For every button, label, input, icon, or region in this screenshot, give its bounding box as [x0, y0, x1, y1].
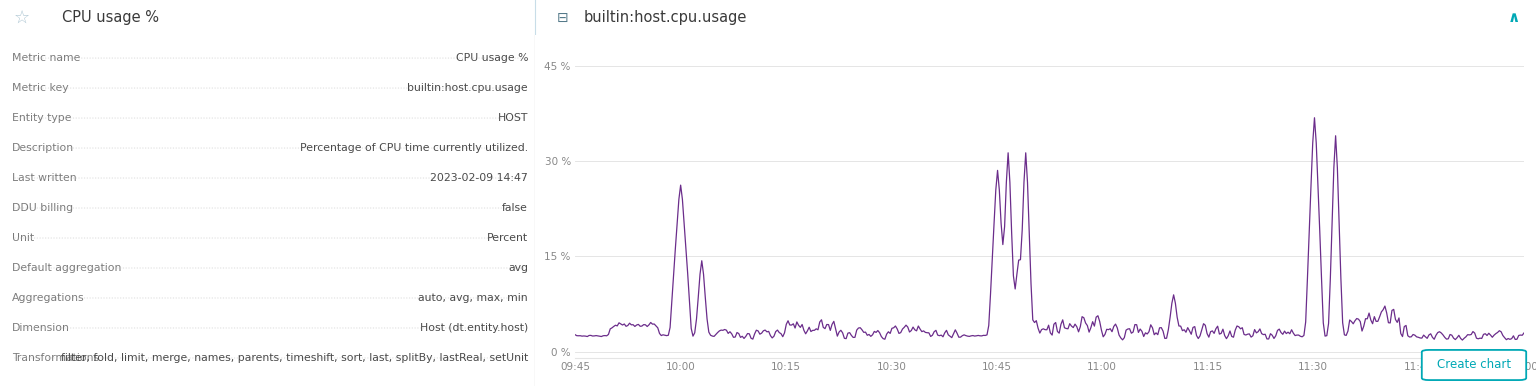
Text: filter, fold, limit, merge, names, parents, timeshift, sort, last, splitBy, last: filter, fold, limit, merge, names, paren… — [61, 353, 528, 363]
Text: 2023-02-09 14:47: 2023-02-09 14:47 — [430, 173, 528, 183]
Text: avg: avg — [508, 263, 528, 273]
Text: Metric name: Metric name — [12, 53, 80, 63]
Text: builtin:host.cpu.usage: builtin:host.cpu.usage — [407, 83, 528, 93]
Text: HOST: HOST — [498, 113, 528, 123]
Text: ⊟: ⊟ — [558, 10, 568, 24]
Text: Description: Description — [12, 143, 74, 153]
Text: Dimension: Dimension — [12, 323, 69, 333]
Text: Percent: Percent — [487, 233, 528, 243]
Text: Create chart: Create chart — [1438, 359, 1511, 371]
Text: Entity type: Entity type — [12, 113, 72, 123]
Text: Metric key: Metric key — [12, 83, 69, 93]
Text: Aggregations: Aggregations — [12, 293, 84, 303]
Text: Unit: Unit — [12, 233, 34, 243]
Text: Last written: Last written — [12, 173, 77, 183]
Text: Host (dt.entity.host): Host (dt.entity.host) — [419, 323, 528, 333]
Text: false: false — [502, 203, 528, 213]
Text: Default aggregation: Default aggregation — [12, 263, 121, 273]
Text: ∧: ∧ — [1508, 10, 1521, 25]
Text: CPU usage %: CPU usage % — [61, 10, 158, 25]
Text: builtin:host.cpu.usage: builtin:host.cpu.usage — [584, 10, 746, 25]
Text: Percentage of CPU time currently utilized.: Percentage of CPU time currently utilize… — [300, 143, 528, 153]
Text: auto, avg, max, min: auto, avg, max, min — [418, 293, 528, 303]
FancyBboxPatch shape — [1422, 350, 1527, 380]
Text: DDU billing: DDU billing — [12, 203, 74, 213]
Text: Transformations: Transformations — [12, 353, 100, 363]
Text: ☆: ☆ — [14, 8, 31, 27]
Text: CPU usage %: CPU usage % — [456, 53, 528, 63]
